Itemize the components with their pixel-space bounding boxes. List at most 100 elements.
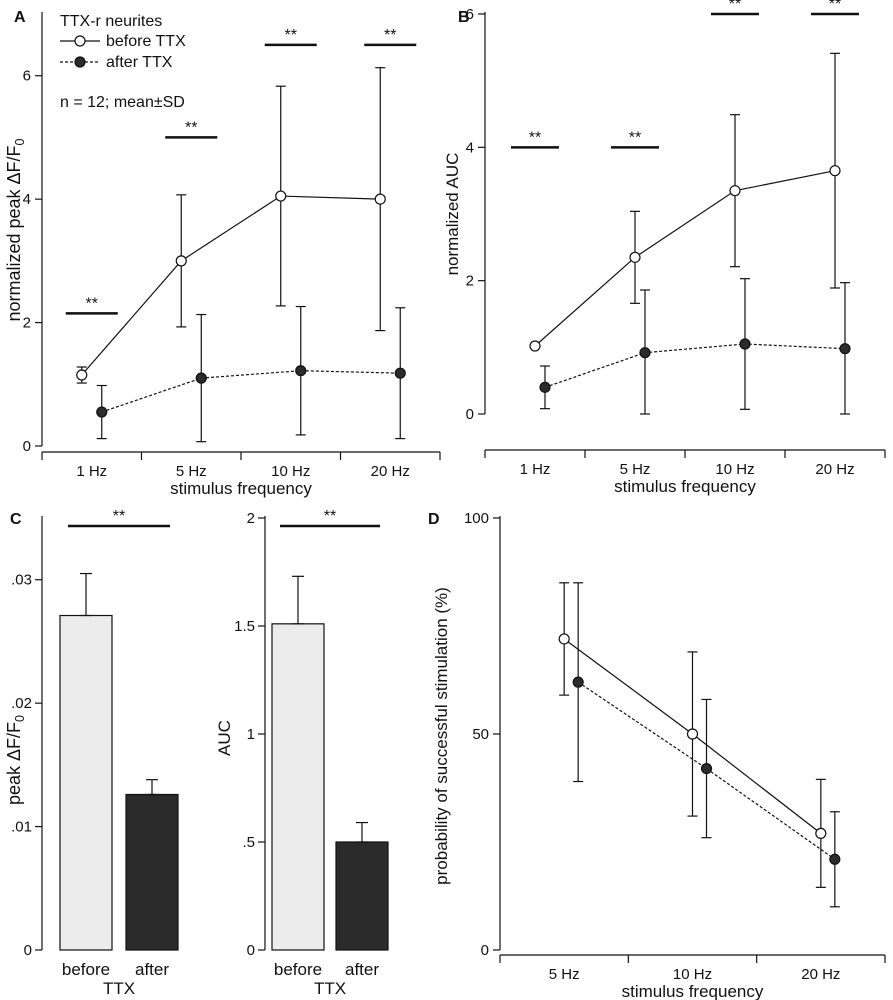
panel-1-series-1-point xyxy=(539,381,551,393)
panel-4-x-tick-label: 10 Hz xyxy=(673,966,712,983)
panel-4-y-tick-label: 0 xyxy=(481,942,489,959)
panel-1-y-tick-label: 0 xyxy=(466,406,474,423)
panel-1-series-0-point xyxy=(729,185,741,197)
panel-c3-y-tick-label: 1.5 xyxy=(234,618,255,635)
panel-4-series-0-point xyxy=(558,633,570,645)
panel-0-x-tick-label: 1 Hz xyxy=(76,463,107,480)
panel-1-y-axis-label: normalized AUC xyxy=(443,153,462,276)
panel-0-series-0-point xyxy=(374,193,386,205)
panel-0-series-1-point xyxy=(195,372,207,384)
panel-1-x-tick-label: 5 Hz xyxy=(620,461,651,478)
panel-0-x-axis-label: stimulus frequency xyxy=(170,479,312,498)
panel-1-series-0-point xyxy=(829,165,841,177)
panel-1-y-tick-label: 6 xyxy=(466,6,474,23)
panel-0-significance-label: ** xyxy=(185,119,197,136)
panel-0-significance-label: ** xyxy=(86,295,98,312)
panel-0-series-0-line xyxy=(81,195,381,376)
panel-1-y-tick-label: 4 xyxy=(466,139,474,156)
panel-letter-c: C xyxy=(10,511,22,528)
panel-c2-y-tick-label: .01 xyxy=(11,819,32,836)
panel-1-series-1-point xyxy=(839,343,851,355)
panel-c3-bar-after xyxy=(335,841,389,951)
panel-c2-y-tick-label: .03 xyxy=(11,572,32,589)
panel-c3-y-tick-label: 1 xyxy=(247,726,255,743)
panel-4-y-tick-label: 100 xyxy=(464,510,489,527)
panel-4-series-1-line xyxy=(577,681,836,860)
panel-4-series-0-point xyxy=(815,827,827,839)
panel-0-legend-marker-before xyxy=(74,35,86,47)
panel-c3-error-bar xyxy=(292,575,304,625)
panel-c3-group-label: TTX xyxy=(314,979,346,998)
panel-4-y-tick-label: 50 xyxy=(472,726,489,743)
panel-1-significance-label: ** xyxy=(529,129,541,146)
panel-1-significance-label: ** xyxy=(829,0,841,13)
panel-4-x-axis-label: stimulus frequency xyxy=(622,982,764,1000)
panel-0-y-tick-label: 2 xyxy=(23,315,31,332)
panel-c2-category-label: before xyxy=(62,960,110,979)
panel-c2-y-tick-label: 0 xyxy=(24,942,32,959)
panel-c2-error-bar xyxy=(80,572,92,617)
panel-c2-y-tick-label: .02 xyxy=(11,695,32,712)
panel-1-y-tick-label: 2 xyxy=(466,273,474,290)
panel-0-series-1-line xyxy=(101,370,401,413)
panel-4-series-1-point xyxy=(700,762,713,775)
panel-c2-bar-before xyxy=(59,614,113,951)
panel-0-x-tick-label: 5 Hz xyxy=(176,463,207,480)
panel-0-series-1-point xyxy=(394,367,406,379)
panel-1-series-0-line xyxy=(534,170,836,347)
panel-4-series-0-point xyxy=(686,728,699,740)
panel-0-series-0-point xyxy=(175,255,187,267)
panel-c2-category-label: after xyxy=(135,960,169,979)
panel-c3-error-bar xyxy=(356,821,368,843)
panel-c2-bar-after xyxy=(125,793,179,951)
panel-letter-a: A xyxy=(14,9,26,26)
panel-c3-bar-before xyxy=(271,623,325,951)
panel-0-legend-title: TTX-r neurites xyxy=(60,13,162,30)
panel-4-series-1-point xyxy=(829,853,841,865)
panel-4-x-tick-label: 5 Hz xyxy=(549,966,580,983)
panel-1-series-1-point xyxy=(739,338,751,350)
panel-0-series-1-point xyxy=(295,365,307,377)
panel-letter-b: B xyxy=(458,9,470,26)
panel-letter-d: D xyxy=(428,511,440,528)
panel-c3-y-tick-label: .5 xyxy=(242,834,255,851)
panel-c2-group-label: TTX xyxy=(103,979,135,998)
panel-0-significance-label: ** xyxy=(285,27,297,44)
panel-4-y-axis-label: probability of successful stimulation (%… xyxy=(432,587,451,885)
panel-0-legend-marker-after xyxy=(74,56,86,68)
panel-3-y-axis-label: AUC xyxy=(215,720,234,756)
panel-1-x-axis-label: stimulus frequency xyxy=(614,477,756,496)
panel-0-series-0-point xyxy=(275,190,287,202)
panel-c3-significance-label: ** xyxy=(324,508,336,525)
panel-0-series-0-point xyxy=(76,369,88,381)
panel-4-series-1-point xyxy=(572,676,584,688)
panel-1-x-tick-label: 1 Hz xyxy=(520,461,551,478)
panel-1-series-1-point xyxy=(639,347,651,359)
panel-c2-significance-label: ** xyxy=(113,508,125,525)
panel-0-significance-label: ** xyxy=(384,27,396,44)
panel-0-x-tick-label: 10 Hz xyxy=(271,463,310,480)
panel-1-series-0-point xyxy=(529,340,541,352)
panel-1-x-tick-label: 20 Hz xyxy=(815,461,854,478)
panel-c2-error-bar xyxy=(146,779,158,796)
panel-c3-y-tick-label: 0 xyxy=(247,942,255,959)
panel-1-series-0-point xyxy=(629,251,641,263)
panel-0-y-tick-label: 4 xyxy=(23,191,31,208)
panel-1-x-tick-label: 10 Hz xyxy=(715,461,754,478)
panel-2-y-axis-label: peak ΔF/F0 xyxy=(4,715,27,805)
panel-4-x-tick-label: 20 Hz xyxy=(801,966,840,983)
panel-0-series-1-point xyxy=(96,406,108,418)
panel-c3-category-label: before xyxy=(274,960,322,979)
panel-0-y-axis-label: normalized peak ΔF/F0 xyxy=(4,138,27,321)
panel-1-series-1-line xyxy=(544,343,846,388)
panel-0-annotation: n = 12; mean±SD xyxy=(60,94,185,111)
panel-0-y-tick-label: 6 xyxy=(23,68,31,85)
panel-c3-category-label: after xyxy=(345,960,379,979)
panel-0-x-tick-label: 20 Hz xyxy=(371,463,410,480)
panel-0-legend-label-after: after TTX xyxy=(106,54,173,71)
panel-1-significance-label: ** xyxy=(629,129,641,146)
panel-1-significance-label: ** xyxy=(729,0,741,13)
panel-0-y-tick-label: 0 xyxy=(23,438,31,455)
panel-0-legend-label-before: before TTX xyxy=(106,33,186,50)
